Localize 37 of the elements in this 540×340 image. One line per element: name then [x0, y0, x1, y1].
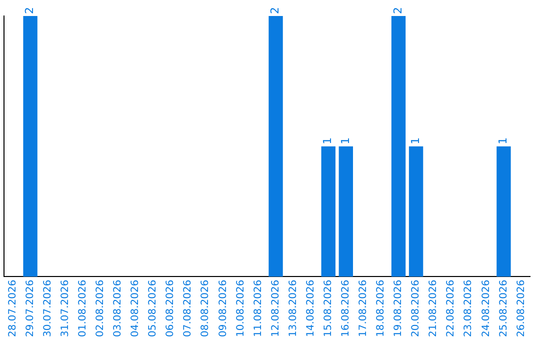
- x-tick-label: 28.07.2026: [7, 280, 18, 338]
- x-tick-label: 10.08.2026: [235, 280, 246, 338]
- x-tick-label: 12.08.2026: [270, 280, 282, 338]
- data-label: 2: [268, 7, 282, 14]
- x-tick-label: 24.08.2026: [480, 280, 492, 338]
- data-label: 1: [321, 137, 334, 144]
- x-tick-label: 23.08.2026: [463, 280, 474, 338]
- x-tick-label: 26.08.2026: [516, 280, 527, 338]
- x-tick-label: 22.08.2026: [446, 280, 457, 338]
- x-tick-label: 29.07.2026: [24, 280, 36, 338]
- x-tick-label: 05.08.2026: [148, 280, 159, 338]
- data-label: 2: [391, 7, 404, 14]
- x-tick-label: 17.08.2026: [358, 280, 370, 338]
- x-tick-label: 16.08.2026: [340, 280, 352, 338]
- x-tick-label: 02.08.2026: [95, 280, 106, 338]
- x-tick-label: 15.08.2026: [322, 280, 334, 338]
- x-tick-label: 14.08.2026: [305, 280, 316, 338]
- x-tick-label: 25.08.2026: [498, 280, 510, 338]
- data-label: 1: [408, 137, 422, 144]
- x-tick-label: 19.08.2026: [393, 280, 404, 338]
- x-tick-label: 31.07.2026: [60, 280, 71, 338]
- x-tick-label: 18.08.2026: [376, 280, 387, 338]
- x-tick-label: 30.07.2026: [42, 280, 54, 338]
- x-tick-label: 20.08.2026: [410, 280, 422, 338]
- x-tick-label: 21.08.2026: [428, 280, 440, 338]
- x-tick-label: 09.08.2026: [218, 280, 229, 338]
- data-label: 1: [338, 137, 352, 144]
- data-label: 1: [496, 137, 510, 144]
- x-tick-label: 08.08.2026: [200, 280, 212, 338]
- x-tick-label: 01.08.2026: [77, 280, 88, 338]
- x-tick-label: 03.08.2026: [112, 280, 124, 338]
- x-tick-label: 11.08.2026: [252, 280, 264, 338]
- data-label: 2: [23, 7, 36, 14]
- x-tick-label: 04.08.2026: [130, 280, 142, 338]
- x-tick-label: 07.08.2026: [182, 280, 194, 338]
- x-tick-label: 13.08.2026: [288, 280, 299, 338]
- x-tick-label: 06.08.2026: [165, 280, 176, 338]
